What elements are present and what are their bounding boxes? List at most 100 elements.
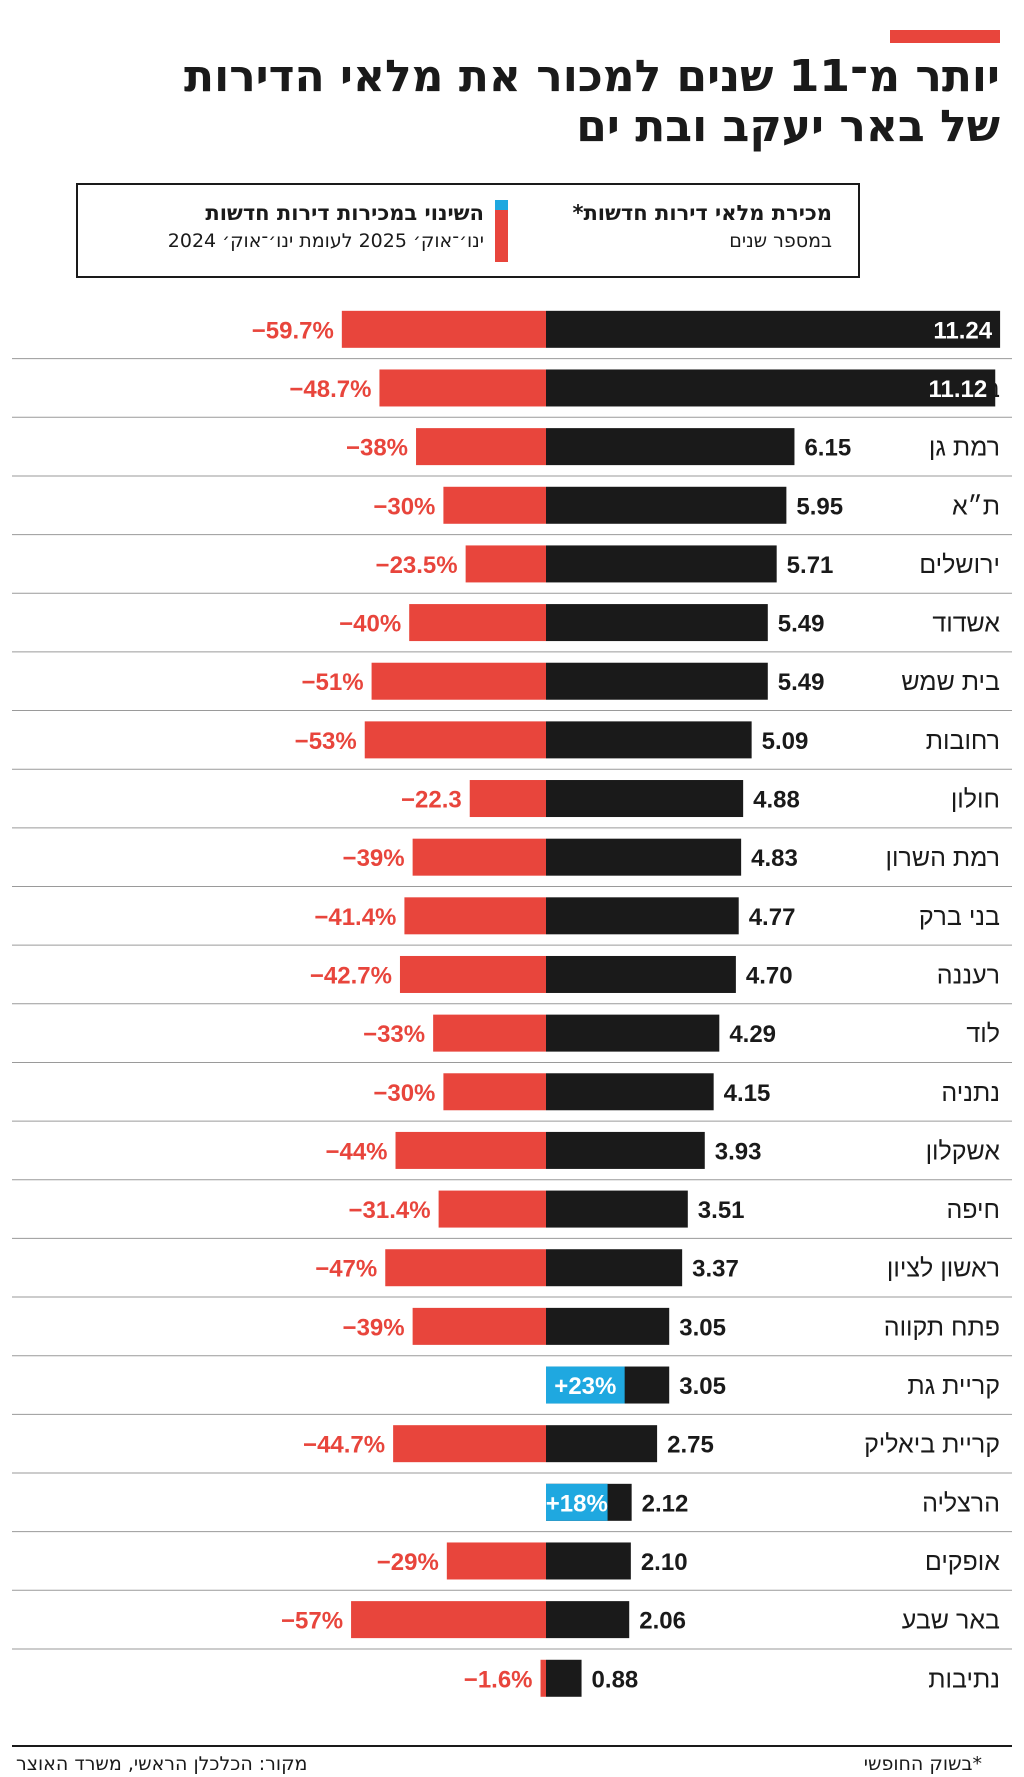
stock-value-label: 0.88	[592, 1666, 639, 1693]
change-bar	[438, 1190, 546, 1228]
category-label: פתח תקווה	[884, 1313, 1000, 1341]
category-label: בני ברק	[919, 903, 1000, 931]
stock-value-label: 11.24	[933, 317, 992, 344]
stock-bar	[546, 1131, 705, 1169]
stock-value-label: 5.09	[762, 728, 809, 755]
stock-bar	[546, 1190, 688, 1228]
category-label: ת״א	[952, 492, 1000, 520]
category-label: רמת גן	[929, 434, 1000, 462]
change-value-label: −23.5%	[376, 552, 458, 579]
stock-bar	[546, 721, 752, 759]
legend-change-title: השינוי במכירות דירות חדשות	[205, 201, 484, 225]
stock-bar	[546, 428, 795, 466]
change-value-label: −41.4%	[314, 904, 396, 931]
change-value-label: −47%	[315, 1256, 377, 1283]
change-bar	[446, 1542, 546, 1580]
category-label: אשקלון	[926, 1137, 1001, 1165]
category-label: הרצליה	[922, 1489, 1000, 1517]
stock-value-label: 4.77	[749, 904, 796, 931]
stock-value-label: 2.75	[667, 1432, 714, 1459]
stock-value-label: 3.93	[715, 1138, 762, 1165]
stock-bar	[546, 662, 768, 700]
change-value-label: −44.7%	[303, 1432, 385, 1459]
change-bar	[341, 310, 546, 348]
stock-bar	[546, 1073, 714, 1111]
change-value-label: +23%	[554, 1373, 616, 1400]
stock-value-label: 2.10	[641, 1549, 688, 1576]
category-label: רעננה	[937, 961, 1000, 989]
stock-bar	[546, 369, 996, 407]
stock-bar	[546, 310, 1001, 348]
stock-bar	[546, 604, 768, 642]
change-value-label: −30%	[373, 1080, 435, 1107]
category-label: קריית ביאליק	[864, 1431, 1000, 1459]
legend-stock-title: מכירת מלאי דירות חדשות*	[572, 201, 832, 225]
change-value-label: −42.7%	[310, 962, 392, 989]
change-value-label: −38%	[346, 435, 408, 462]
stock-bar	[546, 1425, 658, 1463]
change-value-label: −40%	[339, 611, 401, 638]
accent-bar	[890, 30, 1000, 43]
legend-stock-subtitle: במספר שנים	[729, 230, 832, 252]
change-value-label: +18%	[546, 1490, 608, 1517]
chart-title-line2: של באר יעקב ובת ים	[576, 101, 1000, 152]
change-bar	[540, 1659, 546, 1697]
stock-value-label: 4.70	[746, 962, 793, 989]
stock-value-label: 5.95	[796, 493, 843, 520]
change-bar	[546, 1366, 625, 1404]
legend-negative-swatch	[495, 210, 508, 262]
change-bar	[379, 369, 546, 407]
change-bar	[395, 1131, 546, 1169]
category-label: נתניה	[941, 1079, 1000, 1107]
change-bar	[433, 1014, 546, 1052]
change-bar	[469, 780, 546, 818]
change-bar	[443, 486, 546, 524]
legend-change-swatch	[495, 200, 508, 262]
stock-bar	[546, 1307, 670, 1345]
stock-value-label: 4.83	[751, 845, 798, 872]
legend-positive-swatch	[495, 200, 508, 210]
change-value-label: −31.4%	[349, 1197, 431, 1224]
stock-value-label: 5.49	[778, 669, 825, 696]
change-value-label: −22.3	[401, 787, 462, 814]
change-value-label: −1.6%	[464, 1666, 533, 1693]
change-bar	[385, 1249, 546, 1287]
change-value-label: −44%	[325, 1138, 387, 1165]
category-label: רמת השרון	[886, 844, 1000, 872]
footer-divider	[12, 1745, 1012, 1747]
change-bar	[409, 604, 546, 642]
legend-stock: מכירת מלאי דירות חדשות* במספר שנים	[572, 199, 832, 255]
change-value-label: −29%	[377, 1549, 439, 1576]
category-label: קריית גת	[907, 1372, 1000, 1400]
change-value-label: −53%	[295, 728, 357, 755]
change-bar	[399, 955, 546, 993]
stock-bar	[546, 897, 739, 935]
stock-value-label: 2.12	[642, 1490, 689, 1517]
change-bar	[465, 545, 546, 583]
category-label: חיפה	[946, 1196, 1000, 1224]
change-bar	[371, 662, 546, 700]
footnote: *בשוק החופשי	[863, 1753, 982, 1775]
category-label: בית שמש	[901, 668, 1000, 696]
change-value-label: −33%	[363, 1021, 425, 1048]
stock-bar	[546, 1249, 683, 1287]
change-bar	[404, 897, 546, 935]
stock-bar	[546, 1601, 630, 1639]
category-label: אשדוד	[932, 610, 1000, 638]
stock-value-label: 4.15	[724, 1080, 771, 1107]
stock-value-label: 5.49	[778, 611, 825, 638]
stock-value-label: 5.71	[787, 552, 834, 579]
stock-value-label: 3.51	[698, 1197, 745, 1224]
category-label: ירושלים	[919, 551, 1000, 579]
stock-bar	[546, 955, 736, 993]
category-label: נתיבות	[928, 1665, 1000, 1693]
change-value-label: −59.7%	[252, 317, 334, 344]
source-note: מקור: הכלכלן הראשי, משרד האוצר	[16, 1753, 308, 1775]
stock-value-label: 6.15	[804, 435, 851, 462]
stock-value-label: 3.37	[692, 1256, 739, 1283]
stock-value-label: 3.05	[679, 1373, 726, 1400]
stock-bar	[546, 1542, 631, 1580]
chart-title-line1: יותר מ־11 שנים למכור את מלאי הדירות	[184, 51, 1000, 102]
stock-bar	[546, 780, 744, 818]
